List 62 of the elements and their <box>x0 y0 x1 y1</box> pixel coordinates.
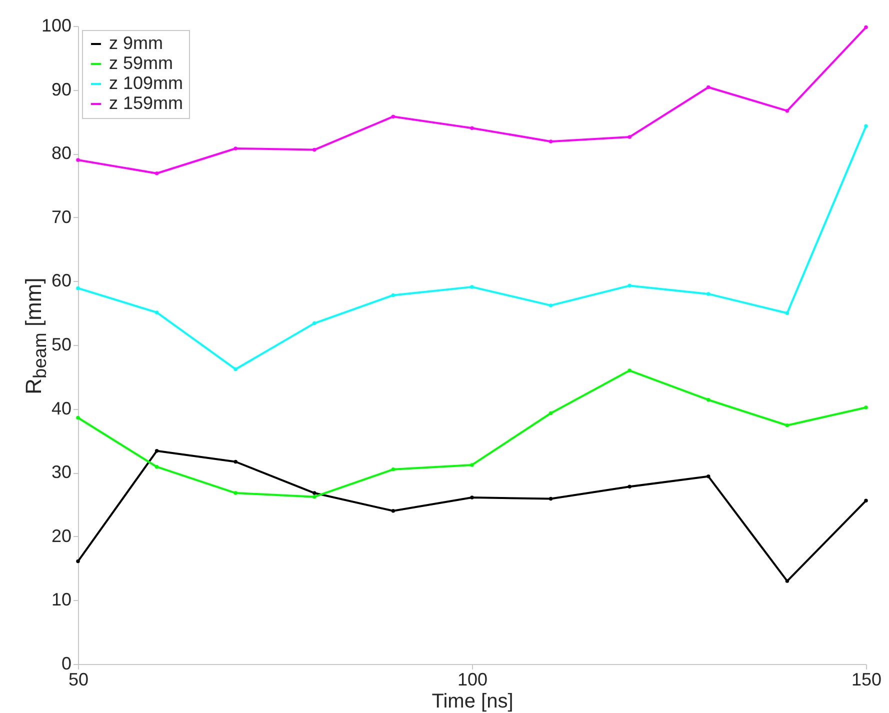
point <box>785 424 790 428</box>
legend-label: z 159mm <box>109 93 184 113</box>
point <box>154 172 159 176</box>
point <box>312 148 316 152</box>
point <box>154 310 159 314</box>
point <box>312 494 316 499</box>
point <box>785 311 790 315</box>
point <box>234 146 238 150</box>
point <box>234 367 238 372</box>
point <box>154 449 159 453</box>
point <box>628 284 632 288</box>
y-tick-label: 40 <box>51 398 72 418</box>
y-tick-label: 80 <box>51 143 72 164</box>
x-axis-title: Time [ns] <box>432 690 514 712</box>
point <box>391 114 396 118</box>
x-tick-label: 100 <box>457 670 488 690</box>
y-tick-label: 100 <box>41 16 72 36</box>
point <box>706 85 710 90</box>
point <box>628 484 632 489</box>
point <box>234 460 238 464</box>
y-tick-label: 20 <box>51 526 72 546</box>
point <box>76 559 80 564</box>
point <box>785 108 790 113</box>
point <box>785 579 790 583</box>
y-tick-label: 30 <box>51 462 72 482</box>
y-tick-label: 60 <box>51 270 72 291</box>
point <box>470 463 474 467</box>
line-series <box>76 449 868 583</box>
y-tick-label: 70 <box>51 206 72 227</box>
point <box>706 474 710 478</box>
point <box>312 491 316 495</box>
point <box>76 416 80 420</box>
point <box>391 468 396 472</box>
y-tick-label: 10 <box>51 590 72 610</box>
legend-label: z 109mm <box>109 73 184 93</box>
point <box>628 368 632 372</box>
point <box>312 321 316 326</box>
point <box>234 491 238 495</box>
point <box>628 135 632 139</box>
point <box>154 464 159 469</box>
y-tick-label: 50 <box>51 334 72 354</box>
point <box>470 126 474 130</box>
point <box>864 124 868 128</box>
point <box>864 406 868 410</box>
point <box>548 304 553 308</box>
point <box>76 286 80 290</box>
point <box>864 25 868 30</box>
point <box>391 293 396 298</box>
point <box>470 496 474 500</box>
legend-label: z 59mm <box>109 53 174 73</box>
point <box>706 398 710 402</box>
point <box>548 140 553 144</box>
point <box>864 498 868 503</box>
legend-label: z 9mm <box>109 33 163 53</box>
point <box>391 509 396 513</box>
y-tick-label: 90 <box>51 79 72 100</box>
point <box>548 496 553 501</box>
point <box>706 292 710 296</box>
x-tick-label: 150 <box>851 670 882 690</box>
point <box>470 285 474 289</box>
point <box>548 411 553 416</box>
point <box>76 158 80 162</box>
